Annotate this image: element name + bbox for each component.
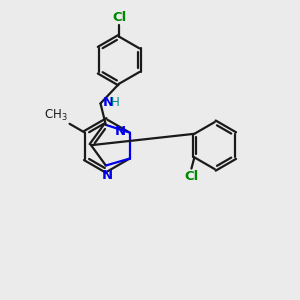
Text: N: N (102, 169, 113, 182)
Text: H: H (111, 96, 119, 109)
Text: CH$_3$: CH$_3$ (44, 108, 68, 123)
Text: N: N (115, 125, 126, 138)
Text: N: N (103, 96, 114, 109)
Text: Cl: Cl (112, 11, 126, 24)
Text: Cl: Cl (184, 170, 199, 183)
